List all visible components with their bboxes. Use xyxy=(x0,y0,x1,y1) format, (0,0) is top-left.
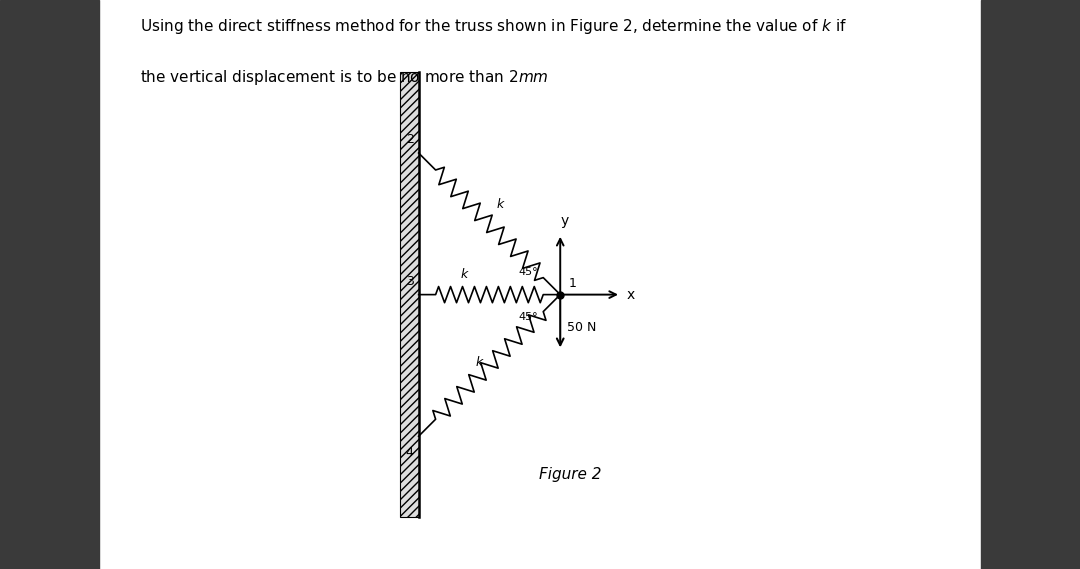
Text: y: y xyxy=(561,214,568,228)
Text: 4: 4 xyxy=(406,446,414,459)
Text: 45°: 45° xyxy=(518,312,538,322)
Text: k: k xyxy=(475,356,483,369)
Text: 45°: 45° xyxy=(518,267,538,277)
Text: Using the direct stiffness method for the truss shown in Figure 2, determine the: Using the direct stiffness method for th… xyxy=(140,17,848,36)
Text: k: k xyxy=(497,199,503,212)
Text: 2: 2 xyxy=(406,133,414,146)
Text: Figure 2: Figure 2 xyxy=(539,467,602,482)
Bar xyxy=(401,72,419,517)
Bar xyxy=(401,72,419,517)
Text: x: x xyxy=(627,287,635,302)
Text: the vertical displacement is to be no more than 2$mm$: the vertical displacement is to be no mo… xyxy=(140,68,549,87)
Text: 3: 3 xyxy=(406,274,414,287)
Text: k: k xyxy=(460,269,468,282)
Text: 50 N: 50 N xyxy=(567,321,596,335)
Text: 1: 1 xyxy=(568,277,577,290)
